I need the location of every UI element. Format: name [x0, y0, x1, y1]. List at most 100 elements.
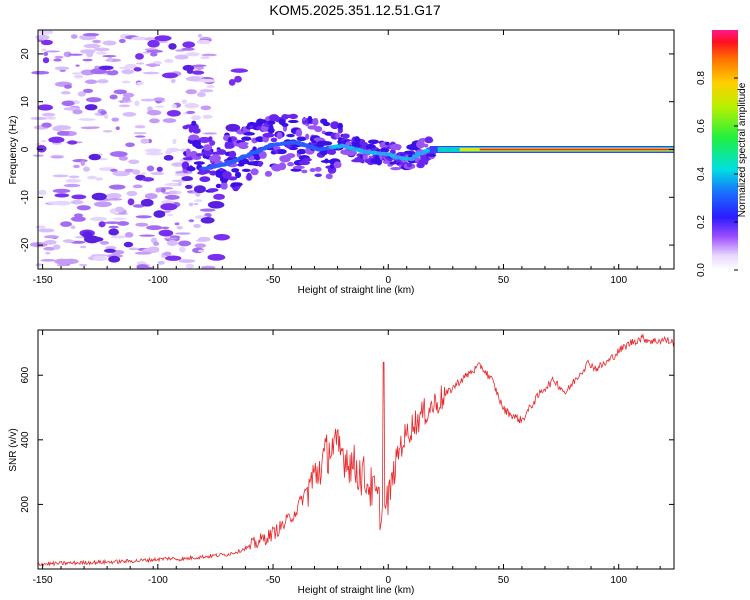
noise-blob [84, 79, 98, 85]
ridge-scatter [327, 149, 337, 156]
noise-blob [121, 69, 135, 75]
noise-blob [76, 205, 91, 211]
noise-blob [43, 246, 56, 251]
noise-blob [121, 80, 131, 84]
snr-x-tick-label: 100 [610, 575, 627, 586]
ridge-band-peak [479, 148, 674, 151]
noise-blob [118, 66, 133, 70]
noise-blob-strong [207, 200, 225, 209]
colorbar-tick-label: 0.4 [696, 167, 707, 181]
snr-x-ticks: -150 -100 -50 0 50 100 [33, 330, 661, 586]
noise-blob-strong [193, 185, 206, 194]
noise-blob-strong [98, 221, 106, 228]
noise-blob [103, 221, 122, 225]
noise-blob [51, 156, 64, 159]
noise-blob-strong [165, 255, 182, 261]
noise-blob [41, 122, 52, 128]
noise-blob [178, 246, 186, 253]
noise-blob [56, 130, 70, 136]
noise-blob [60, 91, 71, 95]
noise-blob [54, 258, 70, 265]
noise-blob-strong [54, 193, 70, 198]
noise-blob-strong [108, 255, 121, 263]
noise-blob [119, 100, 124, 104]
ridge-scatter [341, 133, 350, 139]
noise-blob-strong [133, 67, 142, 72]
snr-y-tick-label: 200 [20, 496, 31, 513]
spectrogram-x-tick-label: 0 [385, 275, 391, 286]
ridge-scatter [396, 144, 401, 151]
noise-blob [194, 243, 207, 248]
ridge-scatter [224, 142, 235, 149]
spectrogram-blobs [29, 29, 249, 270]
noise-blob [196, 39, 211, 45]
noise-blob [53, 125, 72, 131]
noise-blob [202, 132, 218, 135]
ridge-scatter [199, 176, 211, 183]
noise-blob [99, 240, 110, 245]
noise-blob [136, 81, 144, 86]
noise-blob [122, 112, 137, 117]
spectrogram-y-tick-label: 10 [20, 96, 31, 108]
noise-blob-strong [84, 104, 98, 111]
noise-blob [70, 34, 78, 39]
noise-blob [128, 159, 140, 165]
noise-blob [132, 204, 145, 208]
colorbar-tick-label: 0.0 [696, 263, 707, 277]
ridge-scatter [196, 153, 203, 157]
noise-blob [111, 117, 120, 122]
ridge-scatter [287, 162, 295, 167]
noise-blob [75, 64, 80, 67]
snr-y-tick-label: 600 [20, 366, 31, 383]
ridge-scatter [192, 127, 201, 134]
noise-blob [163, 251, 172, 256]
noise-blob [196, 239, 208, 242]
noise-blob [53, 200, 72, 206]
noise-blob [150, 171, 165, 176]
ridge-scatter [286, 133, 295, 138]
noise-blob [38, 228, 55, 233]
noise-blob [125, 142, 135, 148]
noise-blob [95, 177, 104, 181]
ridge-scatter [296, 148, 307, 155]
noise-blob [153, 241, 160, 246]
noise-blob [108, 184, 126, 190]
noise-blob [144, 148, 162, 153]
ridge-scatter [307, 115, 313, 124]
noise-blob [145, 151, 164, 156]
noise-blob [113, 89, 127, 95]
ridge-scatter [202, 149, 213, 157]
colorbar: 0.0 0.2 0.4 0.6 0.8 Normalized spectral ampl… [696, 30, 748, 277]
snr-x-tick-label: 0 [385, 575, 391, 586]
noise-blob [150, 52, 158, 57]
noise-blob-strong [87, 236, 104, 242]
ridge-scatter [362, 142, 368, 146]
noise-blob [199, 208, 216, 212]
noise-blob [186, 110, 196, 114]
noise-blob-strong [163, 154, 174, 161]
ridge-scatter [267, 127, 275, 134]
noise-blob [200, 56, 210, 60]
noise-blob [199, 89, 214, 93]
noise-blob [87, 175, 97, 180]
noise-blob [144, 193, 158, 200]
ridge-scatter [333, 161, 342, 169]
noise-blob-strong [147, 39, 160, 48]
noise-blob [67, 53, 83, 56]
noise-blob [126, 190, 138, 197]
ridge-scatter [329, 163, 335, 169]
noise-blob [171, 162, 185, 167]
noise-blob [146, 225, 163, 231]
noise-blob-strong [98, 65, 114, 70]
noise-blob [77, 91, 86, 97]
ridge-scatter [227, 137, 232, 144]
ridge-scatter [203, 144, 213, 151]
ridge-scatter [186, 166, 196, 172]
ridge-scatter [314, 166, 322, 172]
ridge-scatter [208, 136, 213, 142]
noise-blob [164, 150, 172, 155]
noise-blob [79, 245, 87, 249]
ridge-scatter [233, 182, 243, 187]
ridge-scatter [424, 136, 433, 144]
ridge-scatter [195, 144, 204, 150]
